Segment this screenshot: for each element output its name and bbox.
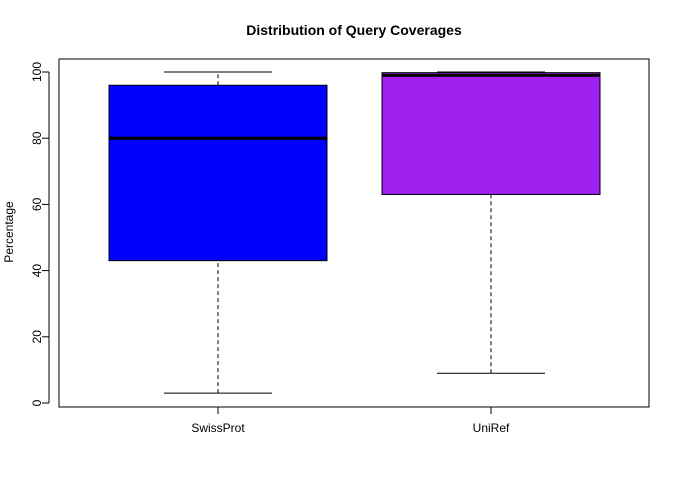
y-tick-label: 0 bbox=[30, 399, 44, 406]
x-axis: SwissProt UniRef bbox=[191, 406, 510, 435]
x-tick-label: UniRef bbox=[473, 421, 510, 435]
box-swissprot bbox=[108, 71, 328, 394]
y-tick-label: 80 bbox=[30, 131, 44, 145]
y-tick-label: 40 bbox=[30, 264, 44, 278]
box-uniref bbox=[381, 71, 601, 374]
boxes-layer bbox=[108, 71, 601, 394]
y-axis-label: Percentage bbox=[2, 201, 16, 263]
chart-title: Distribution of Query Coverages bbox=[246, 22, 462, 38]
x-tick-label: SwissProt bbox=[191, 421, 245, 435]
y-tick-label: 100 bbox=[30, 62, 44, 82]
y-tick-label: 60 bbox=[30, 197, 44, 211]
y-tick-label: 20 bbox=[30, 330, 44, 344]
y-axis: 0 20 40 60 80 100 bbox=[30, 62, 50, 406]
iqr-box bbox=[108, 84, 328, 262]
iqr-box bbox=[381, 72, 601, 195]
